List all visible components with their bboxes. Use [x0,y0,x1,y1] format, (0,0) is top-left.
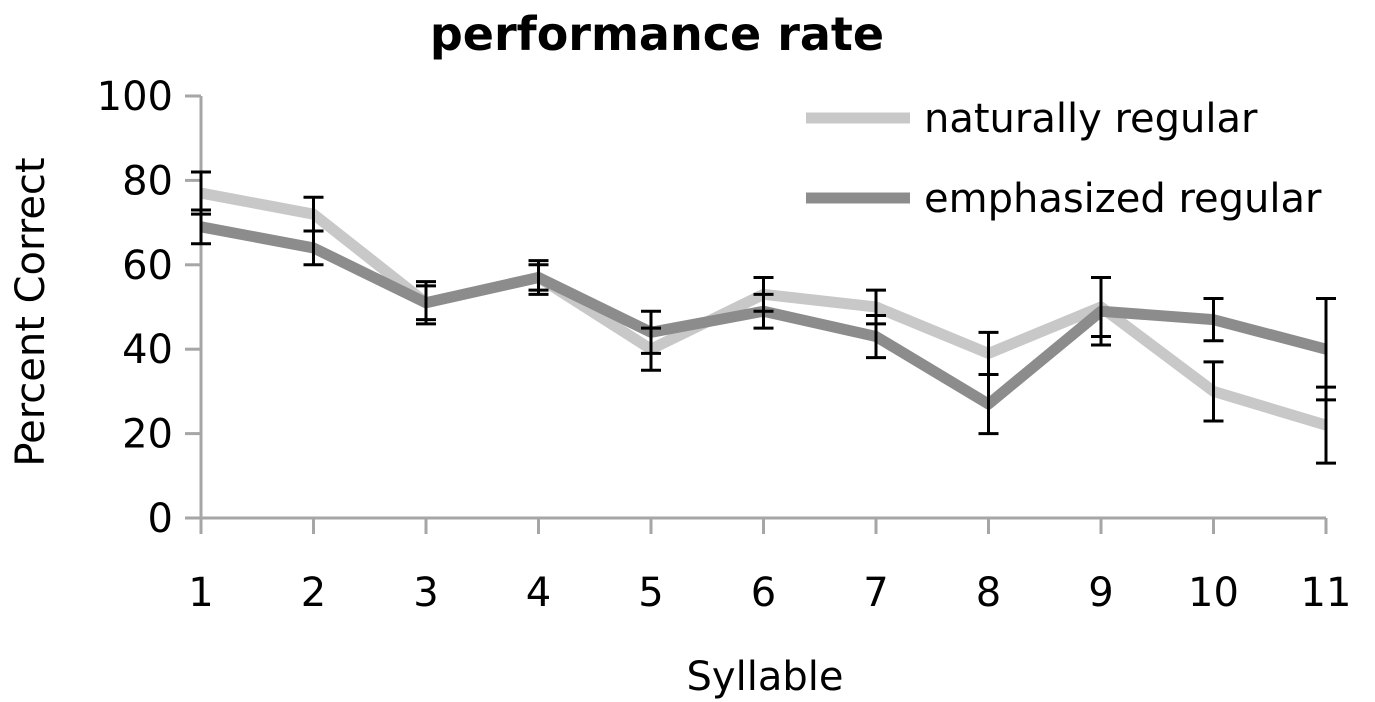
y-tick-labels: 0 20 40 60 80 100 [97,74,173,542]
error-bar [641,309,661,355]
error-bar [753,292,774,330]
y-axis-label: Percent Correct [8,157,54,466]
error-bar [303,229,324,267]
legend-label: naturally regular [924,96,1258,142]
error-bar [416,280,436,326]
x-tick-label: 2 [301,570,326,616]
error-bars [191,170,1336,465]
y-tick-label: 100 [97,74,173,120]
error-bar [1316,297,1336,402]
x-tick-label: 11 [1301,570,1352,616]
error-bar [978,373,999,436]
x-tick-label: 10 [1188,570,1239,616]
x-tick-label: 7 [863,570,888,616]
chart-title: performance rate [430,7,884,61]
x-tick-label: 5 [638,570,663,616]
y-tick-label: 0 [148,496,173,542]
x-tick-label: 9 [1088,570,1113,616]
error-bar [1091,275,1111,347]
x-tick-label: 1 [188,570,213,616]
y-tick-label: 40 [122,327,173,373]
x-tick-label: 6 [751,570,776,616]
x-tick-label: 3 [413,570,438,616]
legend-label: emphasized regular [924,176,1322,222]
error-bar [1203,360,1224,423]
error-bar [191,208,211,246]
error-bar [528,259,549,296]
axes [185,94,1328,534]
y-tick-label: 60 [122,243,173,289]
y-tick-label: 20 [122,412,173,458]
x-tick-label: 4 [526,570,551,616]
error-bar [1203,297,1224,343]
x-tick-labels: 1 2 3 4 5 6 7 8 9 10 11 [188,570,1351,616]
error-bar [866,313,886,360]
x-axis-label: Syllable [687,654,844,700]
legend: naturally regular emphasized regular [806,96,1322,222]
x-tick-label: 8 [976,570,1001,616]
y-tick-label: 80 [122,158,173,204]
